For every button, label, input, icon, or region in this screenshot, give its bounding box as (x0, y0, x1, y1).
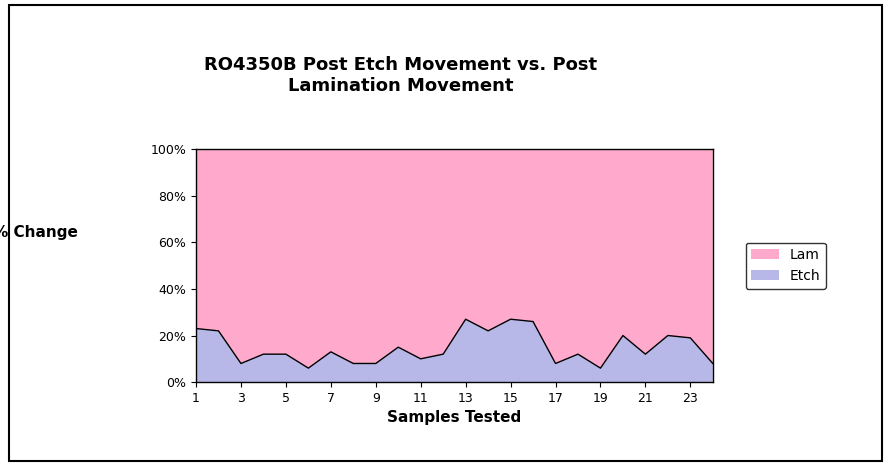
Legend: Lam, Etch: Lam, Etch (746, 243, 826, 288)
Text: RO4350B Post Etch Movement vs. Post
Lamination Movement: RO4350B Post Etch Movement vs. Post Lami… (204, 56, 598, 95)
Text: % Change: % Change (0, 226, 78, 240)
X-axis label: Samples Tested: Samples Tested (388, 411, 521, 425)
